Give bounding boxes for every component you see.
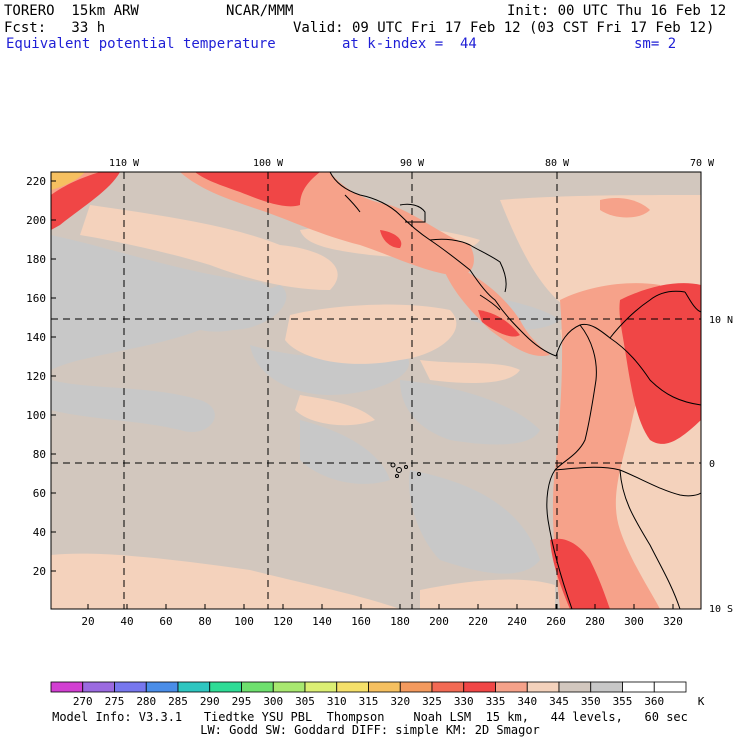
- colorbar: 270 275 280 285 290 295 300 305 310 315 320 325 330 3…: [50, 681, 705, 708]
- colorbar-level-label: 290: [200, 695, 220, 708]
- x-ticks: [87, 604, 674, 609]
- y-tick-label: 180: [26, 253, 46, 266]
- colorbar-level-label: 295: [232, 695, 252, 708]
- colorbar-swatches: [50, 681, 687, 693]
- model-info-line2: LW: Godd SW: Goddard DIFF: simple KM: 2D…: [200, 723, 540, 737]
- colorbar-swatch: [82, 681, 115, 693]
- colorbar-level-label: 270: [73, 695, 93, 708]
- longitude-label: 100 W: [253, 158, 284, 169]
- longitude-label: 80 W: [545, 158, 570, 169]
- x-tick-label: 300: [624, 615, 644, 628]
- colorbar-unit: K: [698, 695, 705, 708]
- x-tick-label: 160: [351, 615, 371, 628]
- valid-time: Valid: 09 UTC Fri 17 Feb 12 (03 CST Fri …: [293, 20, 715, 36]
- colorbar-level-label: 360: [644, 695, 664, 708]
- forecast-hour: Fcst: 33 h: [4, 20, 106, 36]
- x-tick-label: 140: [312, 615, 332, 628]
- colorbar-level-label: 315: [359, 695, 379, 708]
- y-tick-label: 20: [33, 565, 46, 578]
- colorbar-level-label: 355: [613, 695, 633, 708]
- colorbar-swatch: [177, 681, 211, 693]
- colorbar-level-label: 325: [422, 695, 442, 708]
- colorbar-swatch: [304, 681, 338, 693]
- map-frame: [50, 171, 702, 610]
- temperature-field: [51, 172, 701, 609]
- colorbar-swatch: [558, 681, 592, 693]
- colorbar-swatch: [622, 681, 655, 693]
- colorbar-level-label: 305: [295, 695, 315, 708]
- y-tick-label: 80: [33, 448, 46, 461]
- x-tick-label: 240: [507, 615, 527, 628]
- x-tick-label: 100: [234, 615, 254, 628]
- longitude-label: 90 W: [400, 158, 425, 169]
- y-tick-label: 120: [26, 370, 46, 383]
- colorbar-swatch: [653, 681, 687, 693]
- map-panel: 220 200 180 160 140 120 100 80 60 40 20 …: [26, 158, 733, 628]
- colorbar-level-label: 275: [105, 695, 125, 708]
- colorbar-swatch: [336, 681, 369, 693]
- level-label: at k-index = 44: [342, 36, 477, 52]
- graticule: [51, 172, 701, 609]
- y-tick-label: 220: [26, 175, 46, 188]
- y-tick-label: 160: [26, 292, 46, 305]
- y-ticks: [51, 180, 56, 572]
- colorbar-swatch: [145, 681, 179, 693]
- x-tick-label: 20: [81, 615, 94, 628]
- y-tick-label: 40: [33, 526, 46, 539]
- model-title: TORERO 15km ARW: [4, 3, 139, 19]
- latitude-label: 0: [709, 459, 715, 470]
- latitude-label: 10 S: [709, 604, 733, 615]
- x-tick-label: 200: [429, 615, 449, 628]
- y-tick-label: 60: [33, 487, 46, 500]
- colorbar-level-label: 320: [390, 695, 410, 708]
- longitude-label: 110 W: [109, 158, 140, 169]
- x-tick-label: 180: [390, 615, 410, 628]
- y-tick-label: 200: [26, 214, 46, 227]
- colorbar-swatch: [368, 681, 401, 693]
- model-info-line1: Model Info: V3.3.1 Tiedtke YSU PBL Thomp…: [52, 710, 688, 724]
- field-name: Equivalent potential temperature: [6, 36, 276, 52]
- x-tick-label: 40: [120, 615, 133, 628]
- colorbar-swatch: [272, 681, 306, 693]
- colorbar-level-label: 340: [517, 695, 537, 708]
- colorbar-swatch: [209, 681, 242, 693]
- center-label: NCAR/MMM: [226, 3, 294, 19]
- colorbar-level-label: 280: [136, 695, 156, 708]
- colorbar-swatch: [399, 681, 433, 693]
- colorbar-labels: 270 275 280 285 290 295 300 305 310 315 320 325 330 3…: [73, 695, 664, 708]
- smoothing-label: sm= 2: [634, 36, 677, 52]
- x-tick-label: 320: [663, 615, 683, 628]
- colorbar-level-label: 335: [486, 695, 506, 708]
- colorbar-level-label: 350: [581, 695, 601, 708]
- colorbar-level-label: 310: [327, 695, 347, 708]
- colorbar-level-label: 300: [263, 695, 283, 708]
- colorbar-swatch: [241, 681, 274, 693]
- colorbar-level-label: 345: [549, 695, 569, 708]
- x-tick-label: 60: [159, 615, 172, 628]
- x-tick-label: 260: [546, 615, 566, 628]
- x-tick-label: 280: [585, 615, 605, 628]
- coastlines: [329, 171, 702, 610]
- x-tick-label: 220: [468, 615, 488, 628]
- y-tick-label: 140: [26, 331, 46, 344]
- colorbar-level-label: 330: [454, 695, 474, 708]
- colorbar-swatch: [526, 681, 560, 693]
- colorbar-swatch: [590, 681, 623, 693]
- init-time: Init: 00 UTC Thu 16 Feb 12: [507, 3, 727, 19]
- colorbar-swatch: [463, 681, 496, 693]
- colorbar-swatch: [50, 681, 84, 693]
- colorbar-swatch: [495, 681, 528, 693]
- latitude-label: 10 N: [709, 315, 733, 326]
- x-tick-label: 120: [273, 615, 293, 628]
- longitude-label: 70 W: [690, 158, 715, 169]
- colorbar-swatch: [431, 681, 465, 693]
- colorbar-level-label: 285: [168, 695, 188, 708]
- x-tick-label: 80: [198, 615, 211, 628]
- colorbar-swatch: [114, 681, 147, 693]
- y-tick-label: 100: [26, 409, 46, 422]
